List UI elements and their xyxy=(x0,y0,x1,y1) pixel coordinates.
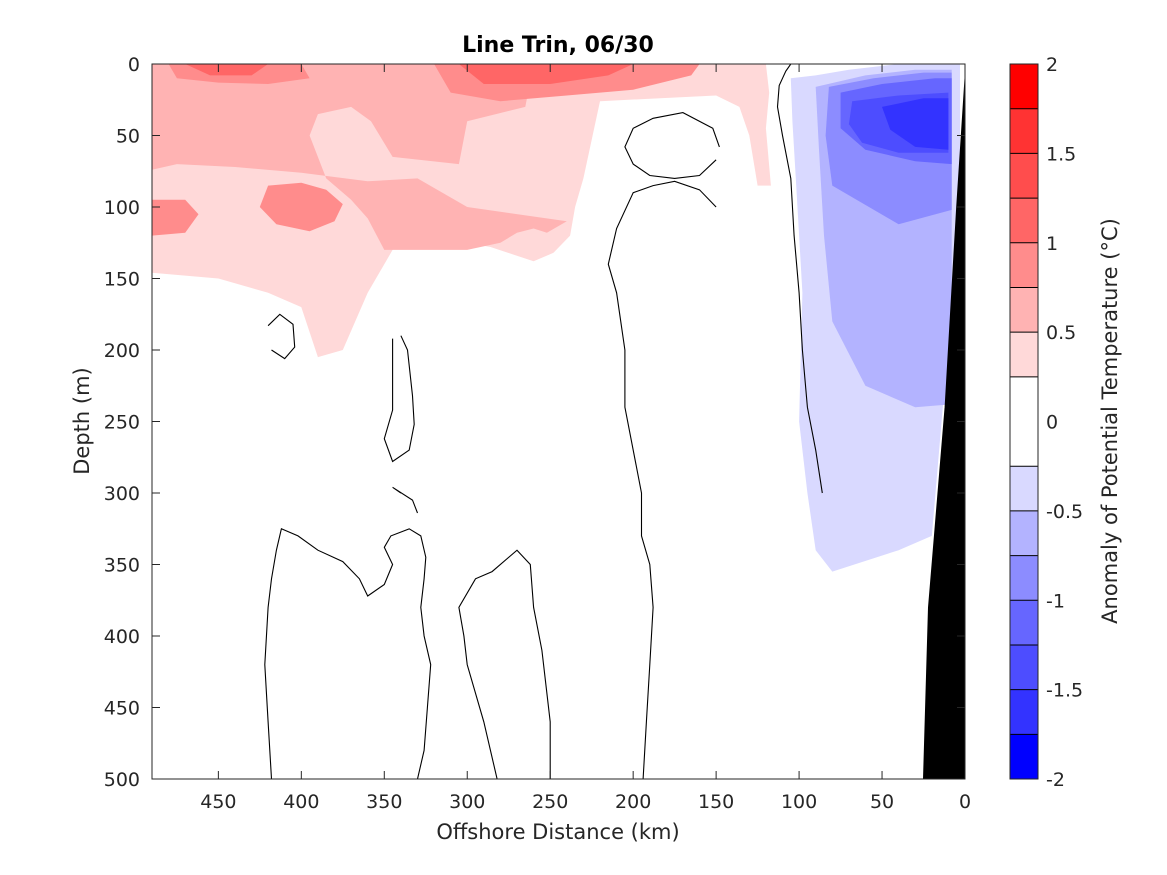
colorbar-tick-label: 2 xyxy=(1046,54,1058,76)
contour-region-warm-surface-a-core xyxy=(185,64,269,76)
x-tick-label: 200 xyxy=(615,791,651,813)
zero-contour-1 xyxy=(607,180,717,779)
colorbar-swatch xyxy=(1010,555,1038,601)
y-tick-label: 150 xyxy=(104,269,140,291)
colorbar-tick-label: -1 xyxy=(1046,590,1065,612)
zero-contour-4 xyxy=(383,335,415,463)
colorbar-swatch xyxy=(1010,332,1038,377)
contour-fill-layers xyxy=(152,64,960,572)
colorbar-tick-label: -0.5 xyxy=(1046,501,1083,523)
zero-contour-5 xyxy=(392,486,419,514)
colorbar-tick-label: 0 xyxy=(1046,412,1058,434)
y-axis-ticks: 0 50 100 150 200 250 300 350 400 450 500 xyxy=(104,54,965,791)
colorbar-swatch xyxy=(1010,466,1038,511)
contour-region-warm-layer-0.50 xyxy=(152,64,567,250)
zero-contour-6 xyxy=(264,528,432,779)
colorbar-swatch xyxy=(1010,287,1038,333)
colorbar-swatch xyxy=(1010,153,1038,199)
zero-contour-0 xyxy=(776,64,823,494)
x-axis-ticks: 450 400 350 300 250 200 150 100 50 0 xyxy=(200,64,971,813)
contour-region-warm-patch-1.00 xyxy=(259,182,343,232)
colorbar: 2 1.5 1 0.5 0 -0.5 -1 -1.5 -2 xyxy=(1009,54,1083,791)
x-tick-label: 150 xyxy=(698,791,734,813)
x-axis-label: Offshore Distance (km) xyxy=(436,820,679,844)
colorbar-swatch xyxy=(1010,242,1038,288)
contour-region-warm-patch-1.00b xyxy=(152,199,199,236)
x-tick-label: 100 xyxy=(781,791,817,813)
colorbar-label: Anomaly of Potential Temperature (°C) xyxy=(1098,218,1122,624)
x-tick-label: 450 xyxy=(200,791,236,813)
colorbar-swatch xyxy=(1010,644,1038,690)
y-axis-label: Depth (m) xyxy=(70,367,94,474)
y-tick-label: 50 xyxy=(116,126,140,148)
zero-contour-3 xyxy=(267,313,296,360)
y-tick-label: 200 xyxy=(104,340,140,362)
contour-region-warm-surface-b-core xyxy=(458,64,634,84)
x-tick-label: 0 xyxy=(959,791,971,813)
y-tick-label: 250 xyxy=(104,412,140,434)
colorbar-tick-label: 1 xyxy=(1046,233,1058,255)
bathymetry-layer xyxy=(922,64,965,779)
colorbar-swatch xyxy=(1010,734,1038,779)
colorbar-tick-label: 0.5 xyxy=(1046,322,1076,344)
zero-contour-2 xyxy=(624,112,720,179)
colorbar-swatch xyxy=(1010,600,1038,645)
y-tick-label: 300 xyxy=(104,483,140,505)
x-tick-label: 300 xyxy=(449,791,485,813)
colorbar-swatch xyxy=(1010,376,1038,467)
x-tick-label: 250 xyxy=(532,791,568,813)
zero-contour-7 xyxy=(458,549,551,779)
zero-contour-lines xyxy=(264,64,823,779)
y-tick-label: 100 xyxy=(104,197,140,219)
x-tick-label: 50 xyxy=(870,791,894,813)
plot-area xyxy=(152,64,965,779)
colorbar-swatch xyxy=(1010,510,1038,556)
bathymetry-shape xyxy=(922,64,965,779)
colorbar-swatch xyxy=(1010,689,1038,735)
y-tick-label: 0 xyxy=(128,54,140,76)
colorbar-swatch xyxy=(1010,198,1038,243)
colorbar-swatch xyxy=(1010,64,1038,109)
x-tick-label: 400 xyxy=(283,791,319,813)
contour-region-cool-shelf-1.50 xyxy=(882,98,949,150)
chart-title: Line Trin, 06/30 xyxy=(462,33,654,58)
colorbar-frame xyxy=(1009,63,1039,780)
y-tick-label: 500 xyxy=(104,769,140,791)
y-tick-label: 450 xyxy=(104,698,140,720)
colorbar-tick-label: 1.5 xyxy=(1046,143,1076,165)
x-tick-label: 350 xyxy=(366,791,402,813)
colorbar-tick-label: -1.5 xyxy=(1046,680,1083,702)
y-tick-label: 400 xyxy=(104,626,140,648)
colorbar-swatch xyxy=(1010,108,1038,154)
colorbar-tick-label: -2 xyxy=(1046,769,1065,791)
y-tick-label: 350 xyxy=(104,555,140,577)
